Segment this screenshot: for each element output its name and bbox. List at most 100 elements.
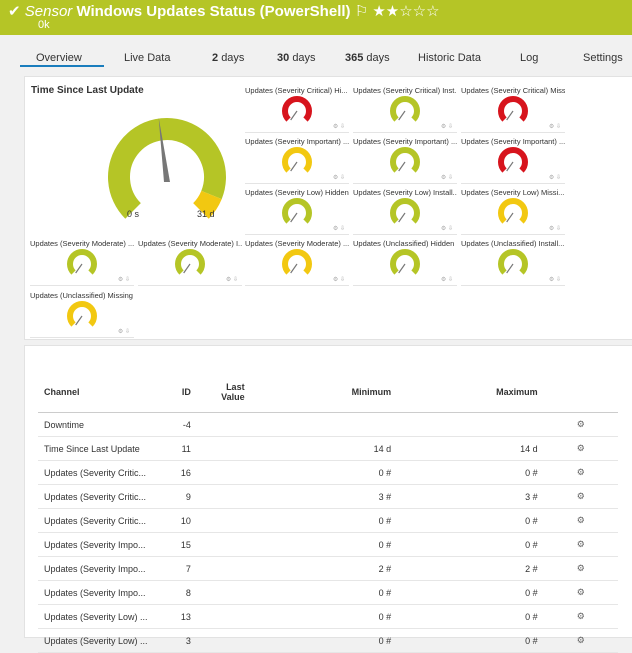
gauge-icons[interactable]: ⚙ ⇩ — [440, 124, 453, 130]
needle — [506, 263, 514, 274]
gauge-icons[interactable]: ⚙ ⇩ — [332, 226, 345, 232]
needle — [290, 263, 298, 274]
column-header[interactable]: ID — [163, 372, 197, 413]
gauge-dial — [282, 96, 312, 122]
row-settings[interactable]: ⚙ — [543, 436, 618, 461]
minimum: 0 # — [250, 628, 398, 653]
gauge-icons[interactable]: ⚙ ⇩ — [548, 226, 561, 232]
column-header[interactable]: Minimum — [250, 372, 398, 413]
gauge-title: Updates (Severity Low) Hidden — [245, 188, 349, 197]
id: 7 — [163, 556, 197, 581]
channel: Updates (Severity Impo... — [38, 580, 164, 605]
gauge: Updates (Severity Important) ... ⚙ ⇩ — [353, 135, 457, 184]
row-settings[interactable]: ⚙ — [543, 484, 618, 509]
needle — [290, 161, 298, 172]
tab[interactable]: Live Data — [124, 52, 170, 64]
channel: Updates (Severity Low) ... — [38, 604, 164, 629]
table-row: Updates (Severity Impo... 8 0 #0 # ⚙ — [38, 580, 618, 605]
gauge-dial — [498, 96, 528, 122]
channel: Updates (Severity Impo... — [38, 556, 164, 581]
row-settings[interactable]: ⚙ — [543, 508, 618, 533]
gauge: Updates (Unclassified) Install... ⚙ ⇩ — [461, 237, 565, 286]
table-row: Updates (Severity Critic... 9 3 #3 # ⚙ — [38, 484, 618, 509]
gauge-arc-warn — [192, 190, 222, 219]
gauge-icons[interactable]: ⚙ ⇩ — [548, 124, 561, 130]
gauge-icons[interactable]: ⚙ ⇩ — [332, 124, 345, 130]
table-row: Time Since Last Update 11 14 d 14 d ⚙ — [38, 436, 618, 461]
gauge-title: Updates (Severity Critical) Hi... — [245, 86, 348, 95]
gauge-dial — [498, 147, 528, 173]
gauge-arc — [108, 118, 226, 219]
last-value — [196, 628, 251, 653]
gauge-dial — [390, 198, 420, 224]
tab[interactable]: Log — [520, 52, 538, 64]
gauge-dial — [282, 249, 312, 275]
gauge-panel: Time Since Last Update 0 s 31 d Updates … — [24, 76, 632, 340]
id: 11 — [163, 436, 197, 461]
maximum — [397, 412, 544, 437]
title: ✔ Sensor Windows Updates Status (PowerSh… — [8, 3, 440, 20]
gauge-title: Updates (Severity Low) Missi... — [461, 188, 565, 197]
gauge-icons[interactable]: ⚙ ⇩ — [117, 329, 130, 335]
status: 0k — [38, 19, 50, 31]
row-settings[interactable]: ⚙ — [543, 460, 618, 485]
row-settings[interactable]: ⚙ — [543, 628, 618, 653]
row-settings[interactable]: ⚙ — [543, 604, 618, 629]
gauge-icons[interactable]: ⚙ ⇩ — [440, 277, 453, 283]
tab[interactable]: Settings — [583, 52, 623, 64]
tab-label: Live Data — [124, 52, 171, 64]
row-settings[interactable]: ⚙ — [543, 412, 618, 437]
last-value — [196, 412, 251, 437]
minimum: 0 # — [250, 532, 398, 557]
tab[interactable]: Overview — [36, 52, 82, 64]
last-value — [196, 460, 251, 485]
tab[interactable]: 30 days — [277, 52, 316, 64]
gauge-icons[interactable]: ⚙ ⇩ — [548, 277, 561, 283]
row-settings[interactable]: ⚙ — [543, 580, 618, 605]
gauge-icons[interactable]: ⚙ ⇩ — [548, 175, 561, 181]
table-row: Updates (Severity Critic... 16 0 #0 # ⚙ — [38, 460, 618, 485]
gauge-icons[interactable]: ⚙ ⇩ — [332, 277, 345, 283]
needle — [506, 212, 514, 223]
needle — [290, 212, 298, 223]
gauge-dial — [498, 249, 528, 275]
maximum: 0 # — [397, 508, 544, 533]
needle — [398, 161, 406, 172]
tab-label: Overview — [36, 52, 82, 64]
gauge: Updates (Severity Moderate) ... ⚙ ⇩ — [245, 237, 349, 286]
tab-label: Log — [520, 52, 539, 64]
tab-label: days — [221, 52, 245, 64]
maximum: 0 # — [397, 580, 544, 605]
channel: Updates (Severity Critic... — [38, 460, 164, 485]
gauge-title: Updates (Severity Critical) Inst... — [353, 86, 457, 95]
gauge-title: Updates (Unclassified) Hidden — [353, 239, 455, 248]
gauge-title: Updates (Severity Low) Install... — [353, 188, 457, 197]
gauge-icons[interactable]: ⚙ ⇩ — [332, 175, 345, 181]
tab[interactable]: 365 days — [345, 52, 390, 64]
column-header[interactable]: Channel — [38, 372, 164, 413]
gauge-icons[interactable]: ⚙ ⇩ — [440, 226, 453, 232]
row-settings[interactable]: ⚙ — [543, 532, 618, 557]
gauge-arc — [498, 249, 528, 275]
actions-header — [543, 372, 618, 413]
gauge-title: Updates (Severity Important) ... — [353, 137, 457, 146]
gauge-arc — [390, 198, 420, 224]
column-header[interactable]: Last Value — [196, 372, 251, 413]
tab[interactable]: 2 days — [212, 52, 244, 64]
id: 15 — [163, 532, 197, 557]
maximum: 3 # — [397, 484, 544, 509]
minimum: 0 # — [250, 508, 398, 533]
row-settings[interactable]: ⚙ — [543, 556, 618, 581]
tab[interactable]: Historic Data — [418, 52, 481, 64]
column-header[interactable]: Maximum — [397, 372, 544, 413]
last-value — [196, 484, 251, 509]
needle — [75, 315, 83, 326]
tabs: Overview Live Data 2 days 30 days 365 days Hi… — [0, 46, 632, 68]
last-value — [196, 436, 251, 461]
gauge-icons[interactable]: ⚙ ⇩ — [117, 277, 130, 283]
gauge: Updates (Severity Critical) Missi... ⚙ ⇩ — [461, 84, 565, 133]
gauge-icons[interactable]: ⚙ ⇩ — [225, 277, 238, 283]
minimum — [250, 412, 398, 437]
tab-number: 365 — [345, 52, 364, 64]
gauge-icons[interactable]: ⚙ ⇩ — [440, 175, 453, 181]
